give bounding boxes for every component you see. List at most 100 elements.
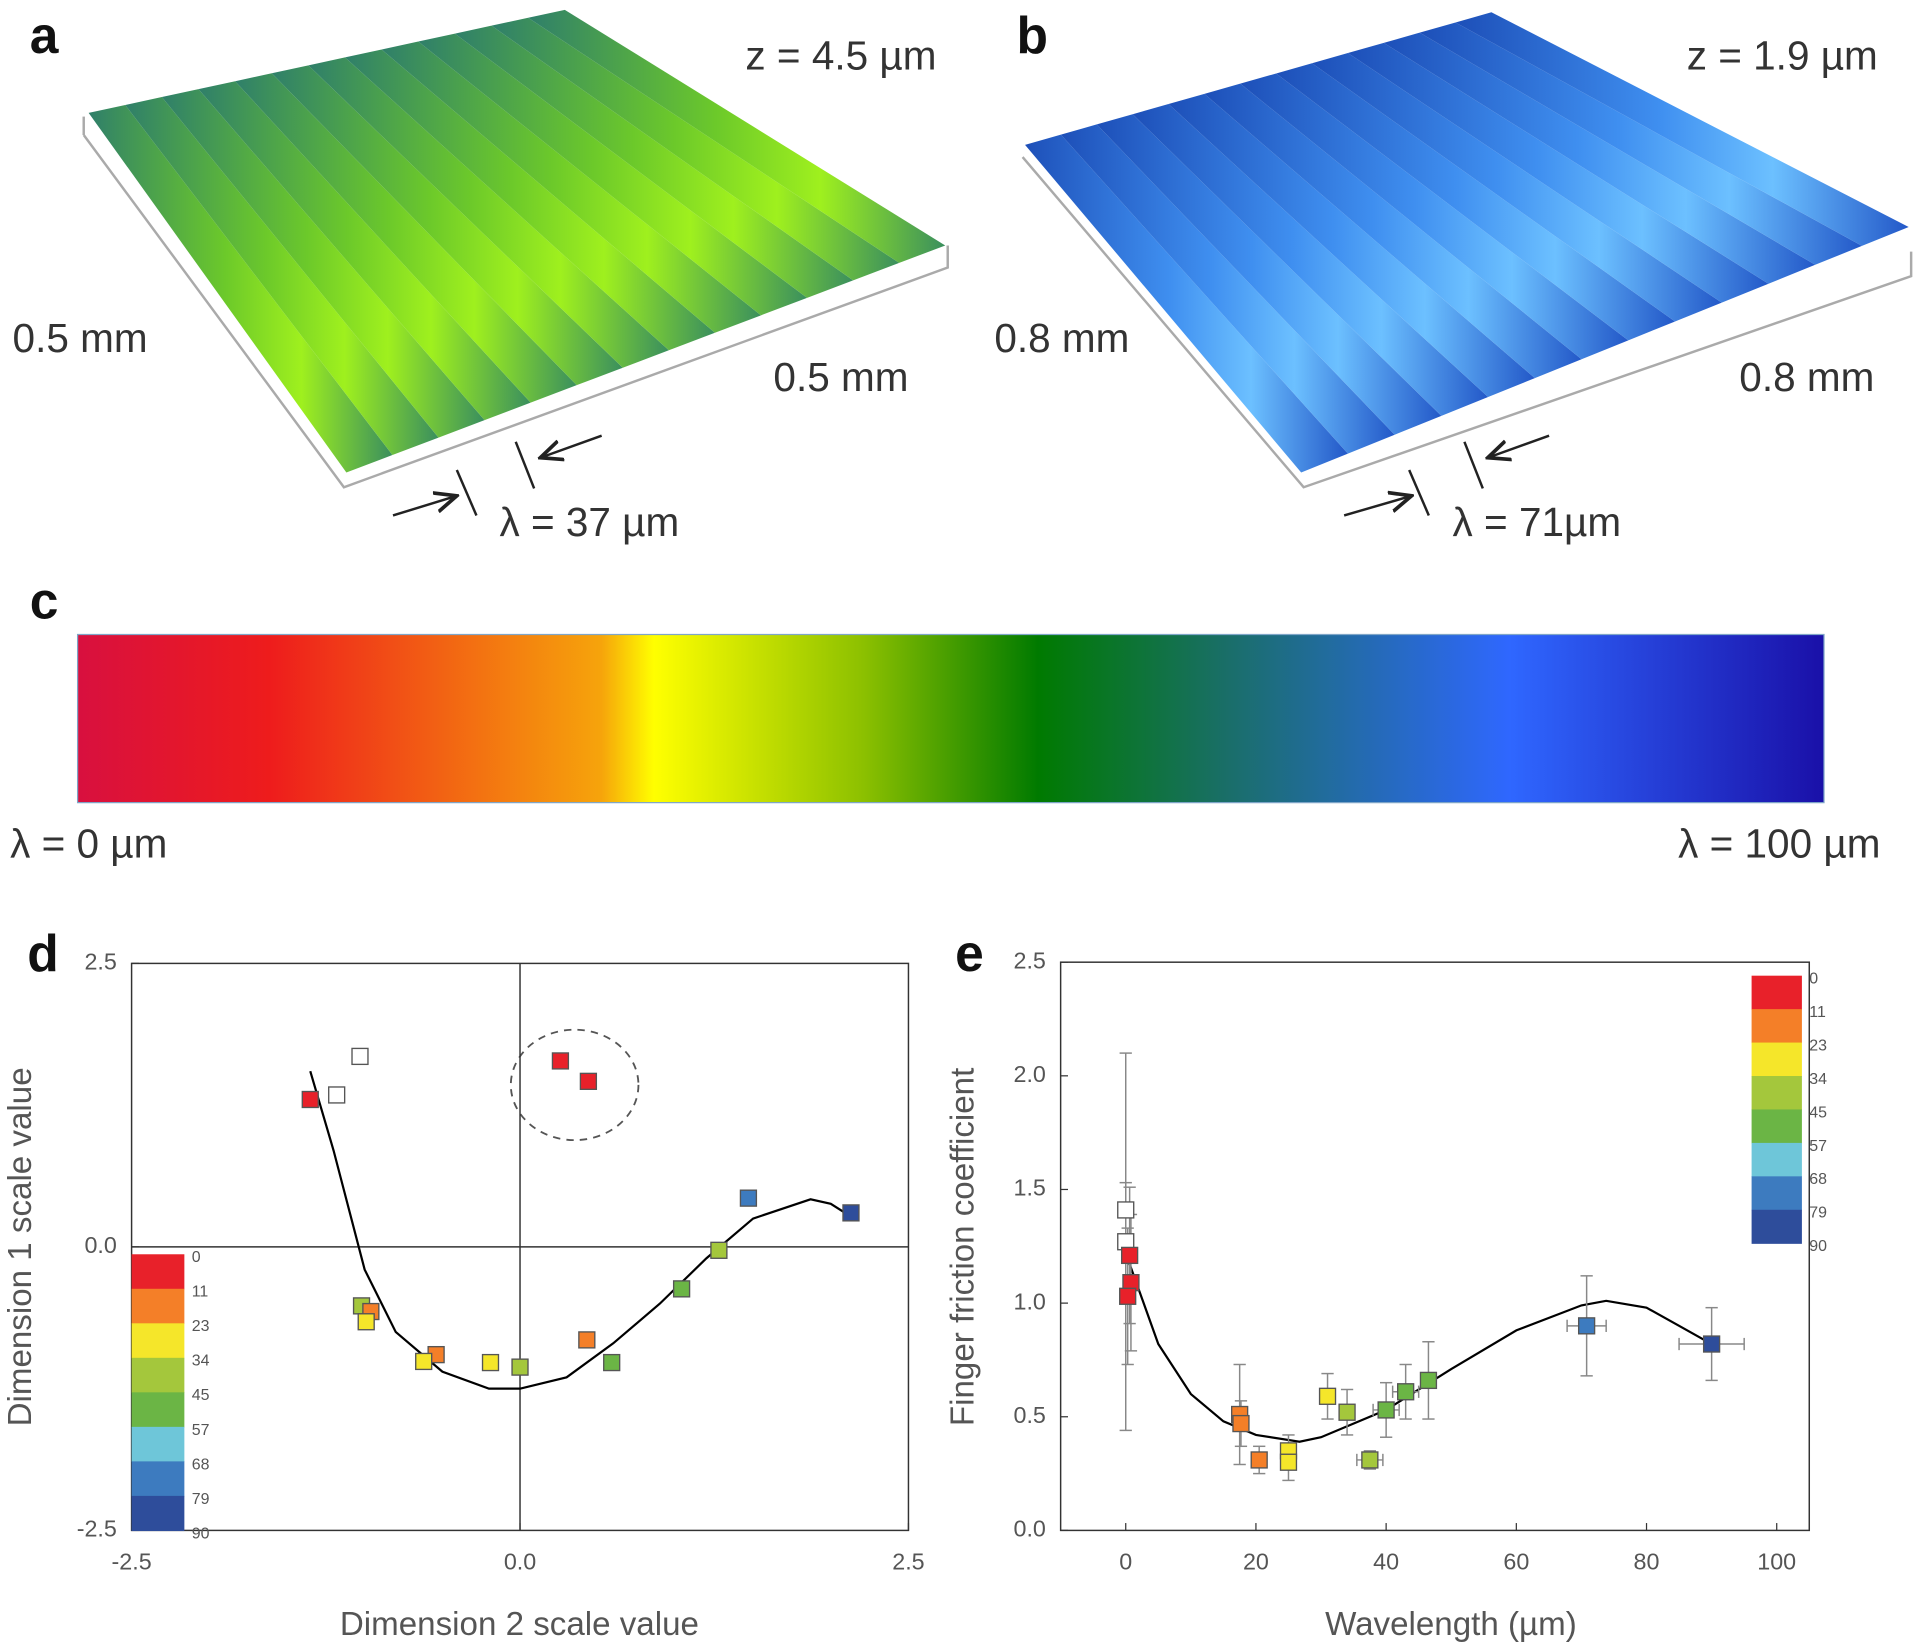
x-tick-label: -2.5 (112, 1549, 152, 1575)
y-tick-label: 0.5 (1014, 1402, 1046, 1428)
data-point (351, 1047, 369, 1066)
height-label: z = 4.5 µm (745, 33, 936, 79)
legend-swatch (1751, 1076, 1802, 1111)
legend-swatch (1751, 1042, 1802, 1077)
y-tick-label: 1.5 (1014, 1175, 1046, 1201)
x-tick-label: 2.5 (892, 1549, 924, 1575)
data-point (1120, 1246, 1139, 1265)
x-tick-label: 80 (1634, 1549, 1660, 1575)
data-point (481, 1353, 500, 1372)
wavelength-label: λ = 71µm (1453, 499, 1622, 545)
arrow (540, 434, 603, 458)
panel-label: b (1016, 6, 1047, 64)
dimension-label: 0.8 mm (1739, 354, 1874, 400)
x-tick-label: 60 (1503, 1549, 1529, 1575)
arrow (392, 496, 457, 517)
colorbar-max-label: λ = 100 µm (1678, 821, 1880, 867)
panel-label: e (955, 924, 984, 982)
ridge (198, 81, 531, 421)
data-point (511, 1358, 529, 1376)
data-point (1232, 1414, 1250, 1433)
ridge (308, 57, 669, 368)
legend-swatch (131, 1495, 185, 1532)
legend-label: 11 (192, 1284, 209, 1301)
y-tick-label: -2.5 (77, 1516, 117, 1542)
panel-label: a (30, 6, 59, 64)
arrow (1488, 434, 1550, 458)
legend-label: 90 (192, 1525, 210, 1542)
dimension-label: 0.5 mm (13, 315, 148, 361)
legend-swatch (1751, 1142, 1802, 1177)
ridge (125, 97, 439, 456)
data-point (1419, 1371, 1438, 1390)
y-tick-label: 2.5 (1014, 947, 1046, 973)
y-tick-label: 2.0 (1014, 1061, 1046, 1087)
y-tick-label: 0.0 (84, 1232, 116, 1258)
ridge (1132, 104, 1489, 416)
ridge (88, 104, 393, 473)
ridge (1455, 12, 1909, 246)
data-point (739, 1189, 758, 1207)
ridge (1168, 93, 1535, 397)
height-label: z = 1.9 µm (1687, 33, 1878, 79)
y-tick-label: 1.0 (1014, 1288, 1046, 1314)
colorbar-min-label: λ = 0 µm (10, 821, 167, 867)
ridge (1096, 114, 1442, 435)
panel-label: d (27, 924, 58, 982)
data-point (579, 1072, 598, 1090)
arrow (1463, 441, 1484, 489)
data-point (1397, 1383, 1415, 1401)
data-point (710, 1241, 728, 1259)
arrow (1408, 469, 1430, 516)
arrow (455, 469, 478, 516)
arrow (514, 441, 536, 489)
data-point (1702, 1335, 1721, 1353)
surface-b (1025, 12, 1909, 473)
y-axis-title: Dimension 1 scale value (2, 1067, 39, 1426)
legend-label: 0 (1809, 971, 1818, 988)
arrow (1343, 496, 1412, 517)
legend-label: 45 (1809, 1104, 1827, 1121)
data-point (1338, 1403, 1356, 1421)
data-point (1377, 1401, 1395, 1419)
legend-swatch (1751, 975, 1802, 1010)
data-point (415, 1352, 433, 1371)
x-tick-label: 100 (1757, 1549, 1796, 1575)
legend-label: 34 (192, 1353, 210, 1370)
ridge (235, 73, 577, 403)
data-point (328, 1086, 346, 1104)
data-point (1119, 1287, 1137, 1305)
y-tick-label: 2.5 (84, 949, 116, 975)
x-tick-label: 40 (1373, 1549, 1399, 1575)
box-outline (82, 134, 949, 489)
ridge (454, 25, 854, 298)
y-axis-title: Finger friction coefficient (945, 1068, 982, 1426)
dimension-label: 0.5 mm (773, 354, 908, 400)
x-tick-label: 20 (1243, 1549, 1269, 1575)
ridge (1276, 63, 1676, 341)
legend-swatch (131, 1357, 185, 1393)
ridge (1347, 42, 1769, 303)
legend-swatch (131, 1288, 185, 1324)
data-point (842, 1204, 860, 1222)
ridge (528, 9, 946, 263)
plot-frame (1059, 961, 1811, 1532)
legend-label: 90 (1809, 1238, 1827, 1255)
legend-label: 79 (192, 1491, 210, 1508)
data-point (301, 1090, 319, 1109)
dimension-label: 0.8 mm (994, 315, 1129, 361)
data-point (1250, 1451, 1268, 1469)
cluster-ellipse (509, 1028, 640, 1142)
ridge (271, 65, 623, 386)
legend-label: 68 (192, 1456, 210, 1473)
legend-label: 23 (192, 1318, 210, 1335)
ridge (1204, 83, 1582, 379)
data-point (1318, 1387, 1337, 1405)
data-point (672, 1280, 691, 1298)
legend-swatch (1751, 1109, 1802, 1144)
legend-swatch (131, 1392, 185, 1428)
legend-label: 79 (1809, 1205, 1827, 1222)
y-tick-label: 0.0 (1014, 1516, 1046, 1542)
x-axis-title: Dimension 2 scale value (340, 1606, 699, 1643)
